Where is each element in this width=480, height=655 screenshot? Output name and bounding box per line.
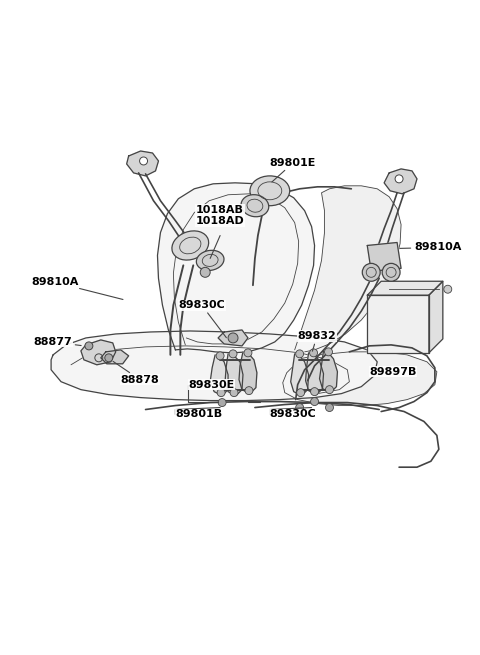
Ellipse shape: [241, 195, 269, 217]
Text: 89830C: 89830C: [179, 300, 227, 338]
Circle shape: [244, 349, 252, 357]
Circle shape: [395, 175, 403, 183]
Ellipse shape: [172, 231, 209, 260]
Polygon shape: [367, 295, 429, 353]
Circle shape: [105, 354, 113, 362]
Circle shape: [217, 388, 225, 396]
Circle shape: [200, 267, 210, 277]
Circle shape: [245, 386, 253, 394]
Text: 88877: 88877: [33, 337, 81, 347]
Circle shape: [218, 399, 226, 407]
Circle shape: [140, 157, 147, 165]
Polygon shape: [101, 350, 129, 364]
Ellipse shape: [382, 263, 400, 281]
Text: 89830C: 89830C: [270, 409, 317, 419]
Circle shape: [296, 403, 304, 411]
Polygon shape: [81, 340, 116, 365]
Polygon shape: [283, 352, 437, 405]
Polygon shape: [384, 169, 417, 194]
Circle shape: [311, 398, 319, 405]
Polygon shape: [291, 354, 309, 396]
Polygon shape: [295, 186, 401, 352]
Circle shape: [310, 349, 318, 357]
Polygon shape: [367, 242, 401, 271]
Circle shape: [216, 352, 224, 360]
Polygon shape: [367, 281, 443, 295]
Text: 89810A: 89810A: [31, 277, 123, 299]
Ellipse shape: [362, 263, 380, 281]
Text: 89830E: 89830E: [188, 380, 235, 390]
Polygon shape: [320, 351, 337, 392]
Ellipse shape: [196, 250, 224, 271]
Text: 89832: 89832: [298, 331, 336, 351]
Polygon shape: [51, 331, 377, 401]
Circle shape: [228, 333, 238, 343]
Circle shape: [324, 348, 333, 356]
Circle shape: [325, 403, 334, 411]
Polygon shape: [239, 352, 257, 394]
Polygon shape: [429, 281, 443, 353]
Circle shape: [297, 388, 305, 396]
Circle shape: [229, 350, 237, 358]
Circle shape: [325, 386, 334, 394]
Circle shape: [296, 350, 304, 358]
Text: 89810A: 89810A: [400, 242, 461, 252]
Text: 89897B: 89897B: [369, 367, 417, 377]
Polygon shape: [127, 151, 158, 176]
Polygon shape: [225, 354, 243, 396]
Circle shape: [311, 388, 319, 396]
Ellipse shape: [250, 176, 290, 206]
Polygon shape: [210, 355, 228, 396]
Text: 1018AB
1018AD: 1018AB 1018AD: [195, 205, 244, 227]
Circle shape: [444, 285, 452, 293]
Polygon shape: [218, 330, 248, 346]
Text: 88878: 88878: [113, 362, 159, 384]
Polygon shape: [306, 353, 324, 394]
Polygon shape: [157, 183, 314, 353]
Text: 89801B: 89801B: [175, 409, 223, 419]
Circle shape: [230, 388, 238, 396]
Circle shape: [85, 342, 93, 350]
Text: 89801E: 89801E: [270, 158, 316, 182]
